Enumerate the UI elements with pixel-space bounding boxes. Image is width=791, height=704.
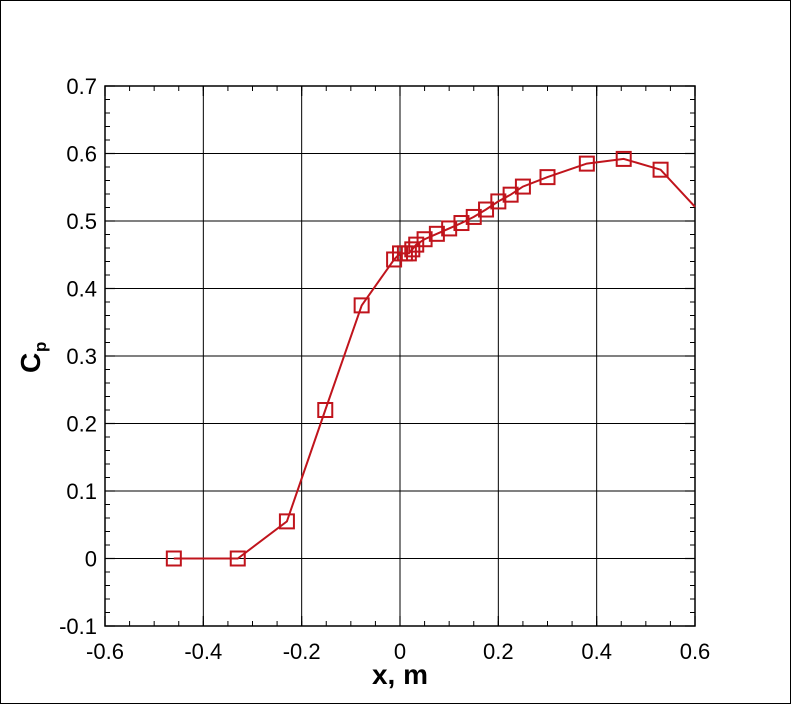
y-axis-label-subscript: p — [31, 342, 50, 352]
data-point-marker — [353, 297, 370, 314]
data-point-marker — [229, 550, 246, 567]
data-point-marker — [408, 236, 425, 253]
data-point-marker — [502, 186, 519, 203]
x-tick-label: -0.2 — [283, 639, 321, 664]
x-tick-label: 0.4 — [581, 639, 612, 664]
data-point-marker — [514, 178, 531, 195]
axis-ticks — [104, 85, 696, 627]
y-tick-label: 0.3 — [66, 344, 97, 369]
plot-area-border — [104, 85, 696, 627]
y-tick-label: -0.1 — [59, 614, 97, 639]
y-tick-label: 0.5 — [66, 209, 97, 234]
y-tick-label: 0.2 — [66, 412, 97, 437]
x-axis-label: x, m — [372, 659, 428, 690]
x-tick-label: -0.4 — [184, 639, 222, 664]
x-tick-label: 0 — [394, 639, 406, 664]
data-point-marker — [278, 513, 295, 530]
data-series — [165, 150, 696, 567]
data-point-marker — [416, 231, 433, 248]
y-tick-label: 0 — [85, 547, 97, 572]
data-point-marker — [404, 241, 421, 258]
data-point-marker — [652, 161, 669, 178]
grid-lines — [104, 85, 696, 627]
y-tick-label: 0.6 — [66, 142, 97, 167]
data-point-marker — [165, 550, 182, 567]
y-tick-label: 0.1 — [66, 479, 97, 504]
y-axis-label: C p — [15, 342, 50, 373]
data-point-marker — [539, 169, 556, 186]
y-axis-label-main: C — [15, 353, 46, 373]
x-tick-label: 0.2 — [483, 639, 514, 664]
y-tick-label: 0.7 — [66, 74, 97, 99]
series-line — [173, 157, 696, 560]
data-point-marker — [578, 155, 595, 172]
data-point-marker — [478, 201, 495, 218]
x-tick-label: 0.6 — [680, 639, 711, 664]
data-point-marker — [615, 150, 632, 167]
data-point-marker — [317, 402, 334, 418]
data-point-marker — [428, 225, 445, 242]
y-tick-label: 0.4 — [66, 277, 97, 302]
data-point-marker — [441, 220, 458, 237]
x-tick-label: -0.6 — [86, 639, 124, 664]
tick-labels: -0.6 -0.4 -0.2 0 0.2 0.4 0.6 -0.1 0 0.1 0.2 0.3 0.4 0… — [59, 74, 710, 664]
